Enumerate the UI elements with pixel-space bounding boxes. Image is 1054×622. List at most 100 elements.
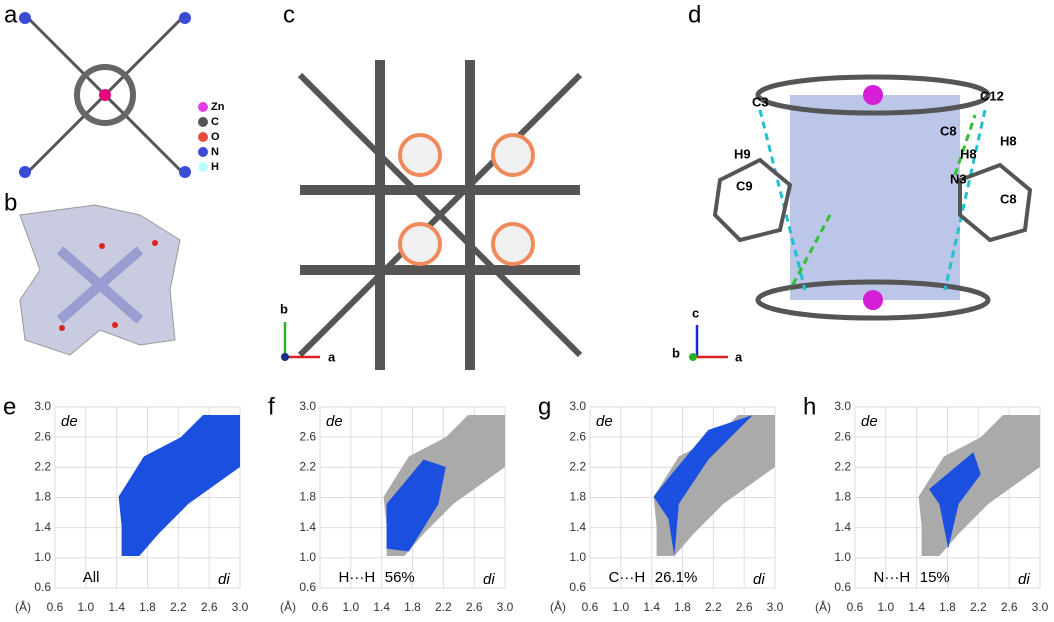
annotation: 26.1% — [655, 569, 698, 586]
y-tick-label: 2.2 — [569, 460, 586, 474]
fingerprint-part — [653, 415, 753, 556]
x-tick-label: 3.0 — [1032, 600, 1049, 614]
x-tick-label: 1.8 — [939, 600, 956, 614]
x-tick-label: 0.6 — [582, 600, 599, 614]
legend-label: H — [211, 161, 219, 173]
framework-c — [297, 60, 583, 370]
panel-letter: e — [3, 393, 16, 420]
fingerprint-plot — [854, 406, 1041, 589]
unit-label: (Å) — [15, 599, 31, 614]
annotation: All — [83, 569, 100, 586]
y-axis-label: de — [861, 413, 878, 430]
legend-label: N — [211, 146, 219, 158]
x-tick-label: 1.8 — [404, 600, 421, 614]
y-axis-label: de — [596, 413, 613, 430]
x-tick-label: 1.0 — [612, 600, 629, 614]
y-tick-label: 2.6 — [34, 429, 51, 443]
panel-letter: a — [4, 1, 18, 28]
axes-c — [281, 322, 320, 361]
y-tick-label: 0.6 — [569, 580, 586, 594]
x-tick-label: 1.4 — [108, 600, 125, 614]
atom-label: C9 — [736, 178, 753, 193]
atom-label: H8 — [960, 146, 977, 161]
axis-label: a — [328, 349, 336, 364]
y-tick-label: 1.8 — [569, 490, 586, 504]
y-tick-label: 1.8 — [34, 490, 51, 504]
y-tick-label: 3.0 — [34, 399, 51, 413]
unit-label: (Å) — [815, 599, 831, 614]
axis-label: b — [672, 345, 680, 360]
y-tick-label: 2.2 — [299, 460, 316, 474]
legend-label: C — [211, 116, 219, 128]
legend-label: O — [211, 131, 220, 143]
x-axis-label: di — [483, 571, 495, 588]
x-tick-label: 2.6 — [466, 600, 483, 614]
y-tick-label: 1.8 — [834, 490, 851, 504]
x-tick-label: 3.0 — [767, 600, 784, 614]
y-tick-label: 0.6 — [299, 580, 316, 594]
atom-label: H9 — [734, 146, 751, 161]
y-tick-label: 1.4 — [299, 520, 316, 534]
y-tick-label: 1.4 — [834, 520, 851, 534]
axes-d — [689, 325, 728, 361]
atom-label: C8 — [1000, 191, 1017, 206]
annotation: 56% — [385, 569, 415, 586]
panel-letter: d — [688, 1, 701, 28]
x-tick-label: 2.2 — [705, 600, 722, 614]
fingerprint-plot — [589, 406, 776, 589]
unit-label: (Å) — [550, 599, 566, 614]
x-tick-label: 1.8 — [139, 600, 156, 614]
y-tick-label: 1.4 — [34, 520, 51, 534]
atom-label: H8 — [1000, 133, 1017, 148]
fingerprint-part — [386, 459, 446, 552]
y-tick-label: 3.0 — [299, 399, 316, 413]
x-tick-label: 1.4 — [643, 600, 660, 614]
x-tick-label: 1.0 — [342, 600, 359, 614]
y-tick-label: 0.6 — [834, 580, 851, 594]
y-tick-label: 2.6 — [299, 429, 316, 443]
x-tick-label: 3.0 — [497, 600, 514, 614]
molecule-a — [19, 12, 191, 178]
y-tick-label: 1.0 — [34, 550, 51, 564]
y-tick-label: 2.6 — [834, 429, 851, 443]
panel-letter: c — [283, 1, 295, 28]
fingerprint-full — [653, 415, 775, 556]
x-tick-label: 2.2 — [435, 600, 452, 614]
axis-label: b — [280, 301, 288, 316]
x-axis-label: di — [218, 571, 230, 588]
x-tick-label: 2.6 — [201, 600, 218, 614]
y-axis-label: de — [61, 413, 78, 430]
x-tick-label: 1.0 — [77, 600, 94, 614]
y-tick-label: 2.2 — [34, 460, 51, 474]
annotation: C···H — [609, 569, 646, 586]
x-axis-label: di — [1018, 571, 1030, 588]
atom-label: C12 — [980, 88, 1004, 103]
axis-label: c — [692, 305, 699, 320]
x-tick-label: 2.6 — [1001, 600, 1018, 614]
legend-a — [198, 102, 208, 172]
y-tick-label: 2.2 — [834, 460, 851, 474]
x-tick-label: 2.2 — [970, 600, 987, 614]
x-tick-label: 0.6 — [847, 600, 864, 614]
y-tick-label: 3.0 — [569, 399, 586, 413]
x-tick-label: 1.8 — [674, 600, 691, 614]
annotation: 15% — [920, 569, 950, 586]
x-tick-label: 1.4 — [908, 600, 925, 614]
x-tick-label: 2.2 — [170, 600, 187, 614]
x-tick-label: 3.0 — [232, 600, 249, 614]
y-tick-label: 0.6 — [34, 580, 51, 594]
fingerprint-part — [929, 452, 981, 549]
atom-label: C3 — [752, 94, 769, 109]
hirshfeld-surface — [19, 204, 181, 356]
x-tick-label: 1.4 — [373, 600, 390, 614]
y-tick-label: 3.0 — [834, 399, 851, 413]
annotation: N···H — [874, 569, 911, 586]
fingerprint-plot — [319, 406, 506, 589]
panel-letter: b — [4, 189, 17, 216]
unit-label: (Å) — [280, 599, 296, 614]
panel-letter: g — [538, 393, 551, 420]
x-tick-label: 1.0 — [877, 600, 894, 614]
y-tick-label: 1.0 — [834, 550, 851, 564]
x-tick-label: 0.6 — [47, 600, 64, 614]
